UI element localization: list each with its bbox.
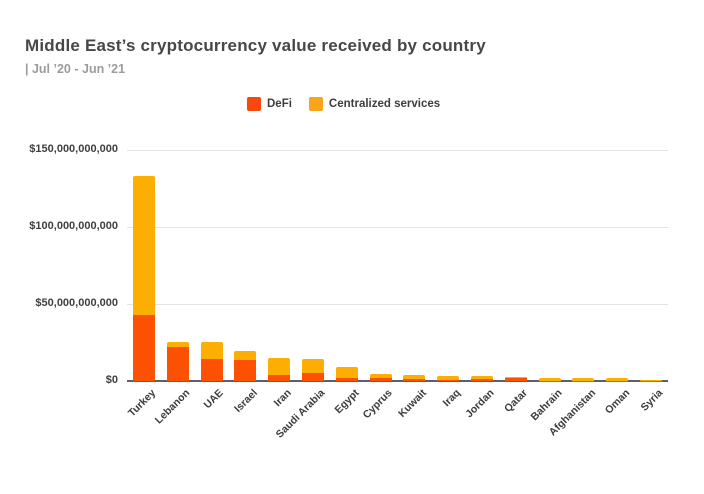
bar-jordan-defi[interactable] <box>471 378 494 381</box>
chart-title: Middle East’s cryptocurrency value recei… <box>25 36 486 55</box>
x-axis-label-iran: Iran <box>271 387 294 410</box>
bar-lebanon-defi[interactable] <box>166 346 189 381</box>
x-axis-label-jordan: Jordan <box>463 387 497 421</box>
bar-kuwait-centralized-services[interactable] <box>403 375 426 379</box>
gridline <box>127 227 668 228</box>
bar-lebanon-centralized-services[interactable] <box>166 341 189 347</box>
bar-chart-plot: $150,000,000,000 $100,000,000,000 $50,000,… <box>29 143 668 441</box>
x-axis-label-syria: Syria <box>638 387 666 414</box>
bar-turkey-defi[interactable] <box>132 314 155 381</box>
x-axis-label-uae: UAE <box>201 387 227 412</box>
legend: DeFi Centralized services <box>247 97 440 111</box>
bar-bahrain-centralized-services[interactable] <box>538 378 561 381</box>
gridline <box>127 150 668 151</box>
bar-uae-defi[interactable] <box>200 359 223 381</box>
gridline <box>127 304 668 305</box>
bar-oman-centralized-services[interactable] <box>606 378 629 381</box>
bar-turkey-centralized-services[interactable] <box>132 176 155 315</box>
x-axis-label-cyprus: Cyprus <box>361 387 396 422</box>
x-axis-line <box>127 380 668 382</box>
x-axis-label-israel: Israel <box>231 387 260 415</box>
x-axis-label-egypt: Egypt <box>332 387 362 417</box>
bar-iran-centralized-services[interactable] <box>268 358 291 375</box>
bar-qatar-centralized-services[interactable] <box>504 376 527 379</box>
bar-jordan-centralized-services[interactable] <box>471 376 494 379</box>
x-axis-label-kuwait: Kuwait <box>396 387 429 420</box>
y-axis-tick-label: $150,000,000,000 <box>29 143 118 155</box>
y-axis-tick-label: $100,000,000,000 <box>29 220 118 232</box>
x-axis-label-turkey: Turkey <box>126 387 159 420</box>
x-axis-label-oman: Oman <box>602 387 632 417</box>
bar-saudi-arabia-centralized-services[interactable] <box>301 358 324 373</box>
bar-syria-centralized-services[interactable] <box>640 379 663 381</box>
bar-iran-defi[interactable] <box>268 374 291 381</box>
bar-egypt-defi[interactable] <box>335 378 358 381</box>
defi-swatch-icon <box>247 97 261 111</box>
bar-israel-centralized-services[interactable] <box>234 350 257 361</box>
bar-cyprus-defi[interactable] <box>369 378 392 381</box>
bar-kuwait-defi[interactable] <box>403 378 426 381</box>
x-axis-label-lebanon: Lebanon <box>152 387 193 427</box>
legend-label-defi: DeFi <box>267 98 292 110</box>
bar-iraq-centralized-services[interactable] <box>437 375 460 381</box>
x-axis-label-iraq: Iraq <box>440 387 463 410</box>
chart-subtitle: | Jul ’20 - Jun ’21 <box>25 62 126 76</box>
bar-egypt-centralized-services[interactable] <box>335 367 358 379</box>
legend-item-defi[interactable]: DeFi <box>247 97 292 111</box>
legend-label-centralized: Centralized services <box>328 98 441 110</box>
legend-item-centralized[interactable]: Centralized services <box>308 97 441 111</box>
bar-afghanistan-centralized-services[interactable] <box>572 378 595 381</box>
centralized-services-swatch-icon <box>308 97 323 111</box>
bar-israel-defi[interactable] <box>234 360 257 381</box>
y-axis-tick-label: $0 <box>105 374 118 386</box>
y-axis-tick-label: $50,000,000,000 <box>35 297 118 309</box>
x-axis-label-qatar: Qatar <box>502 387 531 415</box>
bar-iraq-defi[interactable] <box>437 380 460 381</box>
bar-uae-centralized-services[interactable] <box>200 342 223 360</box>
bar-qatar-defi[interactable] <box>504 378 527 381</box>
bar-saudi-arabia-defi[interactable] <box>301 372 324 381</box>
bar-cyprus-centralized-services[interactable] <box>369 374 392 379</box>
